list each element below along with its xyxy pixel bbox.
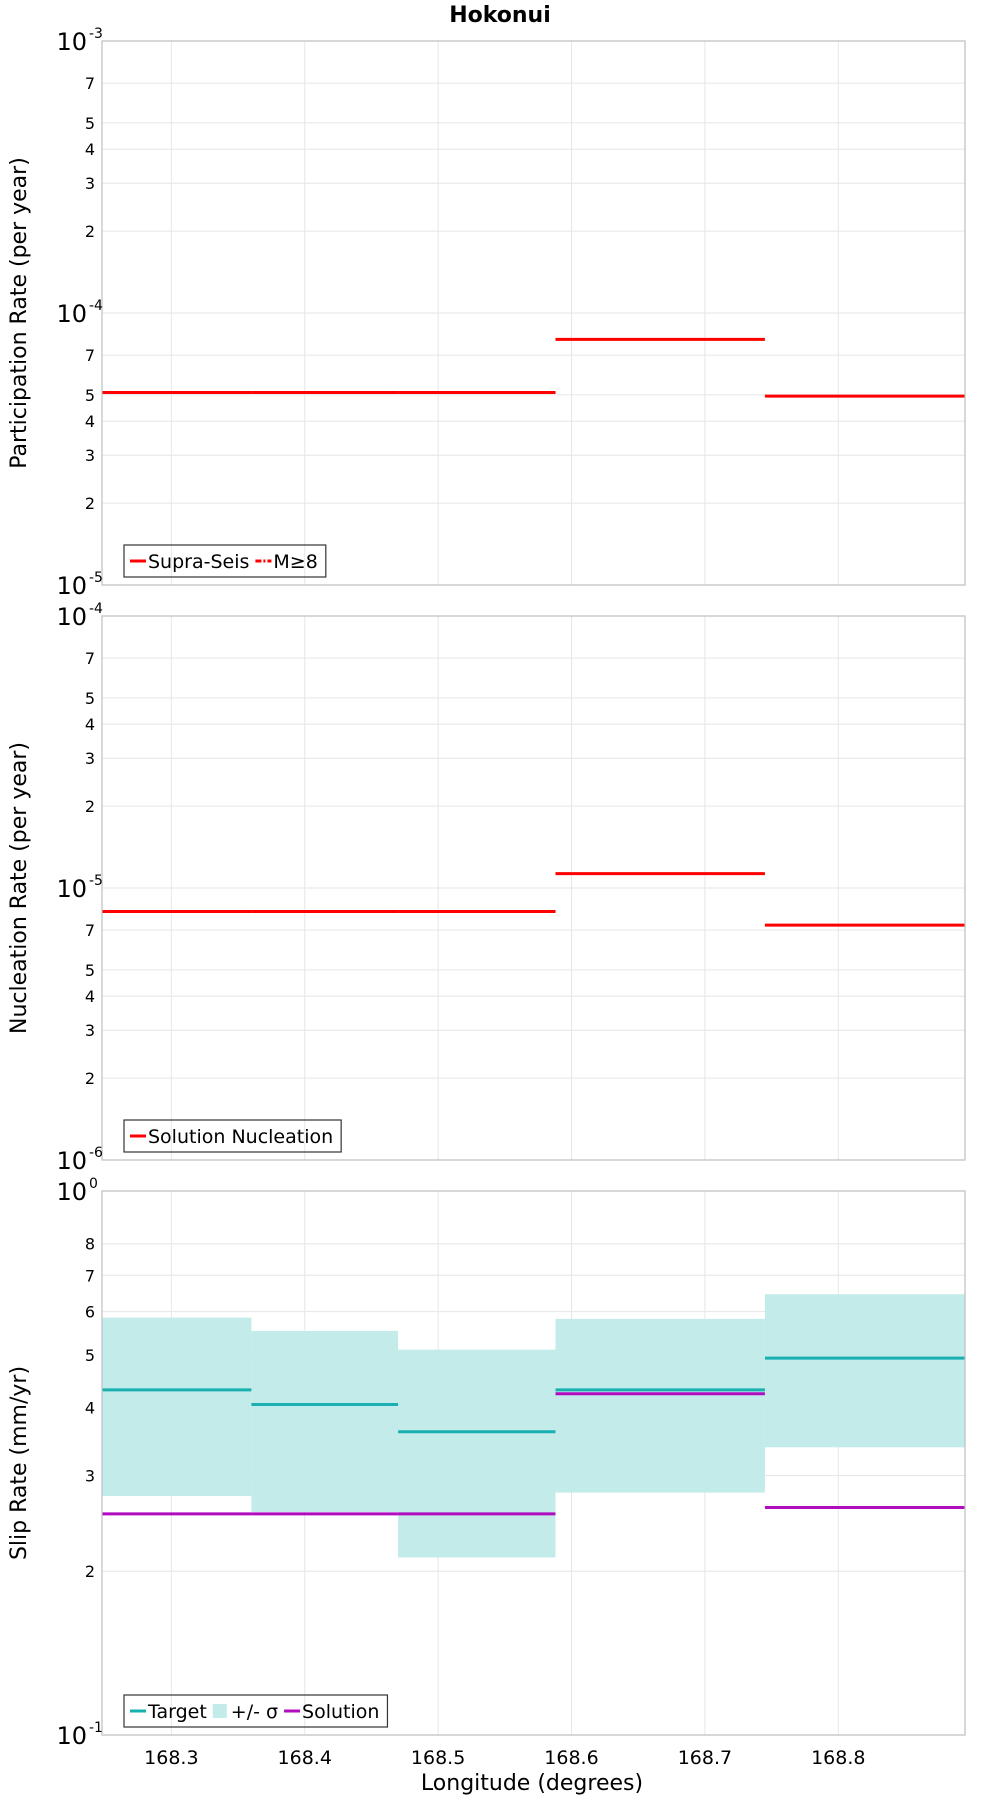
legend-label: Target — [147, 1701, 207, 1723]
x-tick-label: 168.6 — [544, 1747, 598, 1769]
y-tick-label: 2 — [85, 1562, 95, 1581]
x-tick-label: 168.5 — [411, 1747, 465, 1769]
y-tick-label: 4 — [85, 412, 95, 431]
y-axis-label: Participation Rate (per year) — [7, 157, 32, 469]
legend-label: Solution — [302, 1701, 379, 1723]
y-tick-label: 5 — [85, 114, 95, 133]
y-tick-label: 2 — [85, 222, 95, 241]
legend-label: M≥8 — [273, 551, 317, 573]
x-tick-label: 168.8 — [811, 1747, 865, 1769]
y-tick-label: 10 — [56, 875, 87, 903]
y-tick-label: 4 — [85, 715, 95, 734]
y-tick-label: 5 — [85, 386, 95, 405]
legend: Supra-Seis M≥8 — [123, 544, 327, 578]
y-tick-label: 2 — [85, 494, 95, 513]
y-tick-label: 10 — [56, 572, 87, 600]
y-tick-exponent: -4 — [89, 601, 103, 617]
y-tick-label: 3 — [85, 1466, 95, 1485]
legend-swatch-band — [212, 1704, 227, 1718]
y-tick-label: 10 — [56, 28, 87, 56]
y-tick-label: 6 — [85, 1303, 95, 1322]
x-tick-label: 168.7 — [678, 1747, 732, 1769]
x-tick-label: 168.3 — [144, 1747, 198, 1769]
y-tick-label: 4 — [85, 1398, 95, 1417]
x-tick-label: 168.4 — [278, 1747, 332, 1769]
y-tick-label: 7 — [85, 921, 95, 940]
legend-box — [123, 544, 327, 578]
plot-frame — [101, 615, 966, 1161]
y-tick-label: 10 — [56, 1178, 87, 1206]
y-tick-exponent: -5 — [89, 570, 103, 586]
y-axis-label: Slip Rate (mm/yr) — [7, 1366, 32, 1560]
y-tick-label: 8 — [85, 1235, 95, 1254]
y-tick-exponent: -1 — [89, 1720, 103, 1736]
legend-label: Solution Nucleation — [148, 1126, 333, 1148]
y-tick-exponent: 0 — [89, 1176, 98, 1192]
legend: Target +/- σ Solution — [123, 1694, 389, 1728]
y-tick-exponent: -6 — [89, 1145, 103, 1161]
plot-frame — [101, 40, 966, 586]
sigma-band-segment — [102, 1317, 252, 1497]
y-tick-label: 7 — [85, 346, 95, 365]
legend: Solution Nucleation — [123, 1119, 342, 1153]
y-tick-label: 5 — [85, 961, 95, 980]
legend-label: Supra-Seis — [148, 551, 249, 573]
y-tick-label: 4 — [85, 140, 95, 159]
y-tick-label: 5 — [85, 689, 95, 708]
y-tick-label: 3 — [85, 1021, 95, 1040]
y-tick-label: 2 — [85, 1069, 95, 1088]
y-tick-label: 7 — [85, 649, 95, 668]
y-tick-label: 7 — [85, 1266, 95, 1285]
y-tick-exponent: -4 — [89, 298, 103, 314]
y-tick-exponent: -3 — [89, 26, 103, 42]
plot-frame — [101, 1190, 966, 1736]
sigma-band-segment — [764, 1294, 965, 1448]
chart-title: Hokonui — [449, 3, 551, 28]
y-tick-label: 4 — [85, 987, 95, 1006]
y-tick-label: 3 — [85, 174, 95, 193]
y-tick-label: 10 — [56, 603, 87, 631]
sigma-band-segment — [398, 1349, 556, 1558]
y-tick-label: 3 — [85, 749, 95, 768]
x-axis-label: Longitude (degrees) — [421, 1771, 643, 1796]
y-tick-label: 3 — [85, 446, 95, 465]
legend-label: +/- σ — [231, 1701, 278, 1723]
y-tick-label: 5 — [85, 1346, 95, 1365]
legend-box — [123, 1119, 342, 1153]
y-tick-label: 7 — [85, 74, 95, 93]
y-tick-label: 10 — [56, 300, 87, 328]
legend-box — [123, 1694, 389, 1728]
y-tick-label: 10 — [56, 1147, 87, 1175]
sigma-band-segment — [251, 1330, 399, 1512]
y-tick-label: 2 — [85, 797, 95, 816]
y-axis-label: Nucleation Rate (per year) — [7, 742, 32, 1034]
y-tick-label: 10 — [56, 1722, 87, 1750]
sigma-band-segment — [555, 1318, 765, 1493]
y-tick-exponent: -5 — [89, 873, 103, 889]
